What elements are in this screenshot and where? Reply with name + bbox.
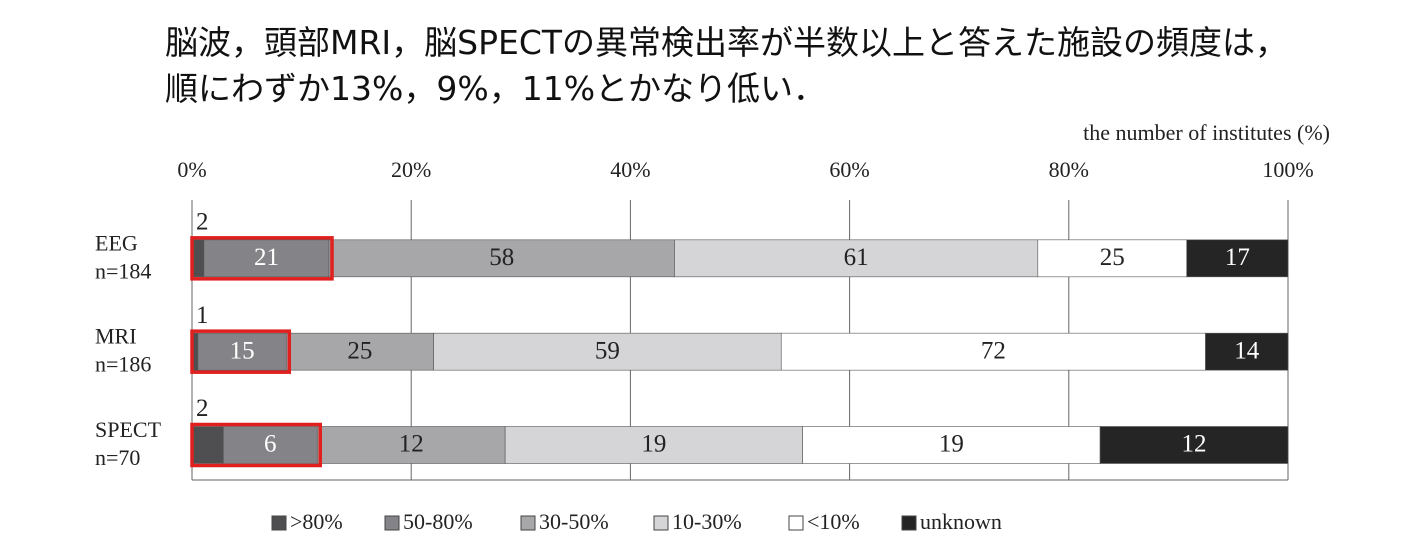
legend-swatch [653,515,669,531]
x-tick-label: 20% [391,157,431,182]
highlight-box [190,422,323,468]
x-tick-label: 40% [610,157,650,182]
data-label: 25 [347,337,372,364]
legend-swatch [788,515,804,531]
data-label: 61 [844,244,869,271]
legend-swatch [520,515,536,531]
data-label: 1 [196,302,209,329]
chart-title: 脳波，頭部MRI，脳SPECTの異常検出率が半数以上と答えた施設の頻度は， [165,23,1288,62]
legend-label: unknown [920,509,1002,534]
data-label: 19 [641,431,666,458]
bar-segment [191,239,205,278]
category-note: n=186 [95,352,151,377]
bar-segment [203,239,330,278]
x-axis-label: the number of institutes (%) [1083,120,1330,145]
category-note: n=184 [95,258,151,283]
bar-segment [223,426,318,464]
legend-swatch [901,515,917,531]
legend-label: <10% [807,509,860,534]
bar-segment [433,332,782,371]
data-label: 19 [939,431,964,458]
data-label: 12 [399,431,424,458]
data-label: 14 [1234,337,1260,364]
legend-label: 10-30% [672,509,742,534]
bar-segment [1205,332,1289,371]
x-tick-label: 100% [1262,157,1313,182]
data-label: 15 [230,337,255,364]
data-label: 59 [595,337,620,364]
data-label: 17 [1225,244,1250,271]
category-note: n=70 [95,445,140,470]
legend-label: >80% [290,509,343,534]
highlight-box [190,236,334,281]
category-label: SPECT [95,417,162,442]
legend-label: 50-80% [403,509,473,534]
bar-segment [197,332,287,371]
x-tick-label: 0% [177,157,206,182]
data-label: 12 [1182,431,1207,458]
bar-segment [191,426,224,464]
data-label: 2 [196,209,209,236]
bar-segment [504,426,803,464]
legend-swatch [384,515,400,531]
legend-label: 30-50% [539,509,609,534]
category-label: MRI [95,324,137,349]
x-tick-label: 60% [829,157,869,182]
category-label: EEG [95,230,138,255]
bar-segment [1037,239,1188,278]
data-label: 2 [196,395,209,422]
x-tick-label: 80% [1049,157,1089,182]
bar-segment [674,239,1039,278]
data-label: 25 [1100,244,1125,271]
bar-segment [328,239,675,278]
data-label: 21 [254,244,279,271]
bar-segment [1099,426,1289,464]
data-label: 58 [489,244,514,271]
legend-swatch [271,515,287,531]
bar-segment [285,332,434,371]
bar-segment [780,332,1206,371]
bar-segment [802,426,1101,464]
data-label: 6 [264,431,277,458]
data-label: 72 [981,337,1006,364]
highlight-box [190,329,292,374]
bar-segment [1186,239,1289,278]
chart-title: 順にわずか13%，9%，11%とかなり低い． [165,69,826,108]
bar-segment [316,426,506,464]
